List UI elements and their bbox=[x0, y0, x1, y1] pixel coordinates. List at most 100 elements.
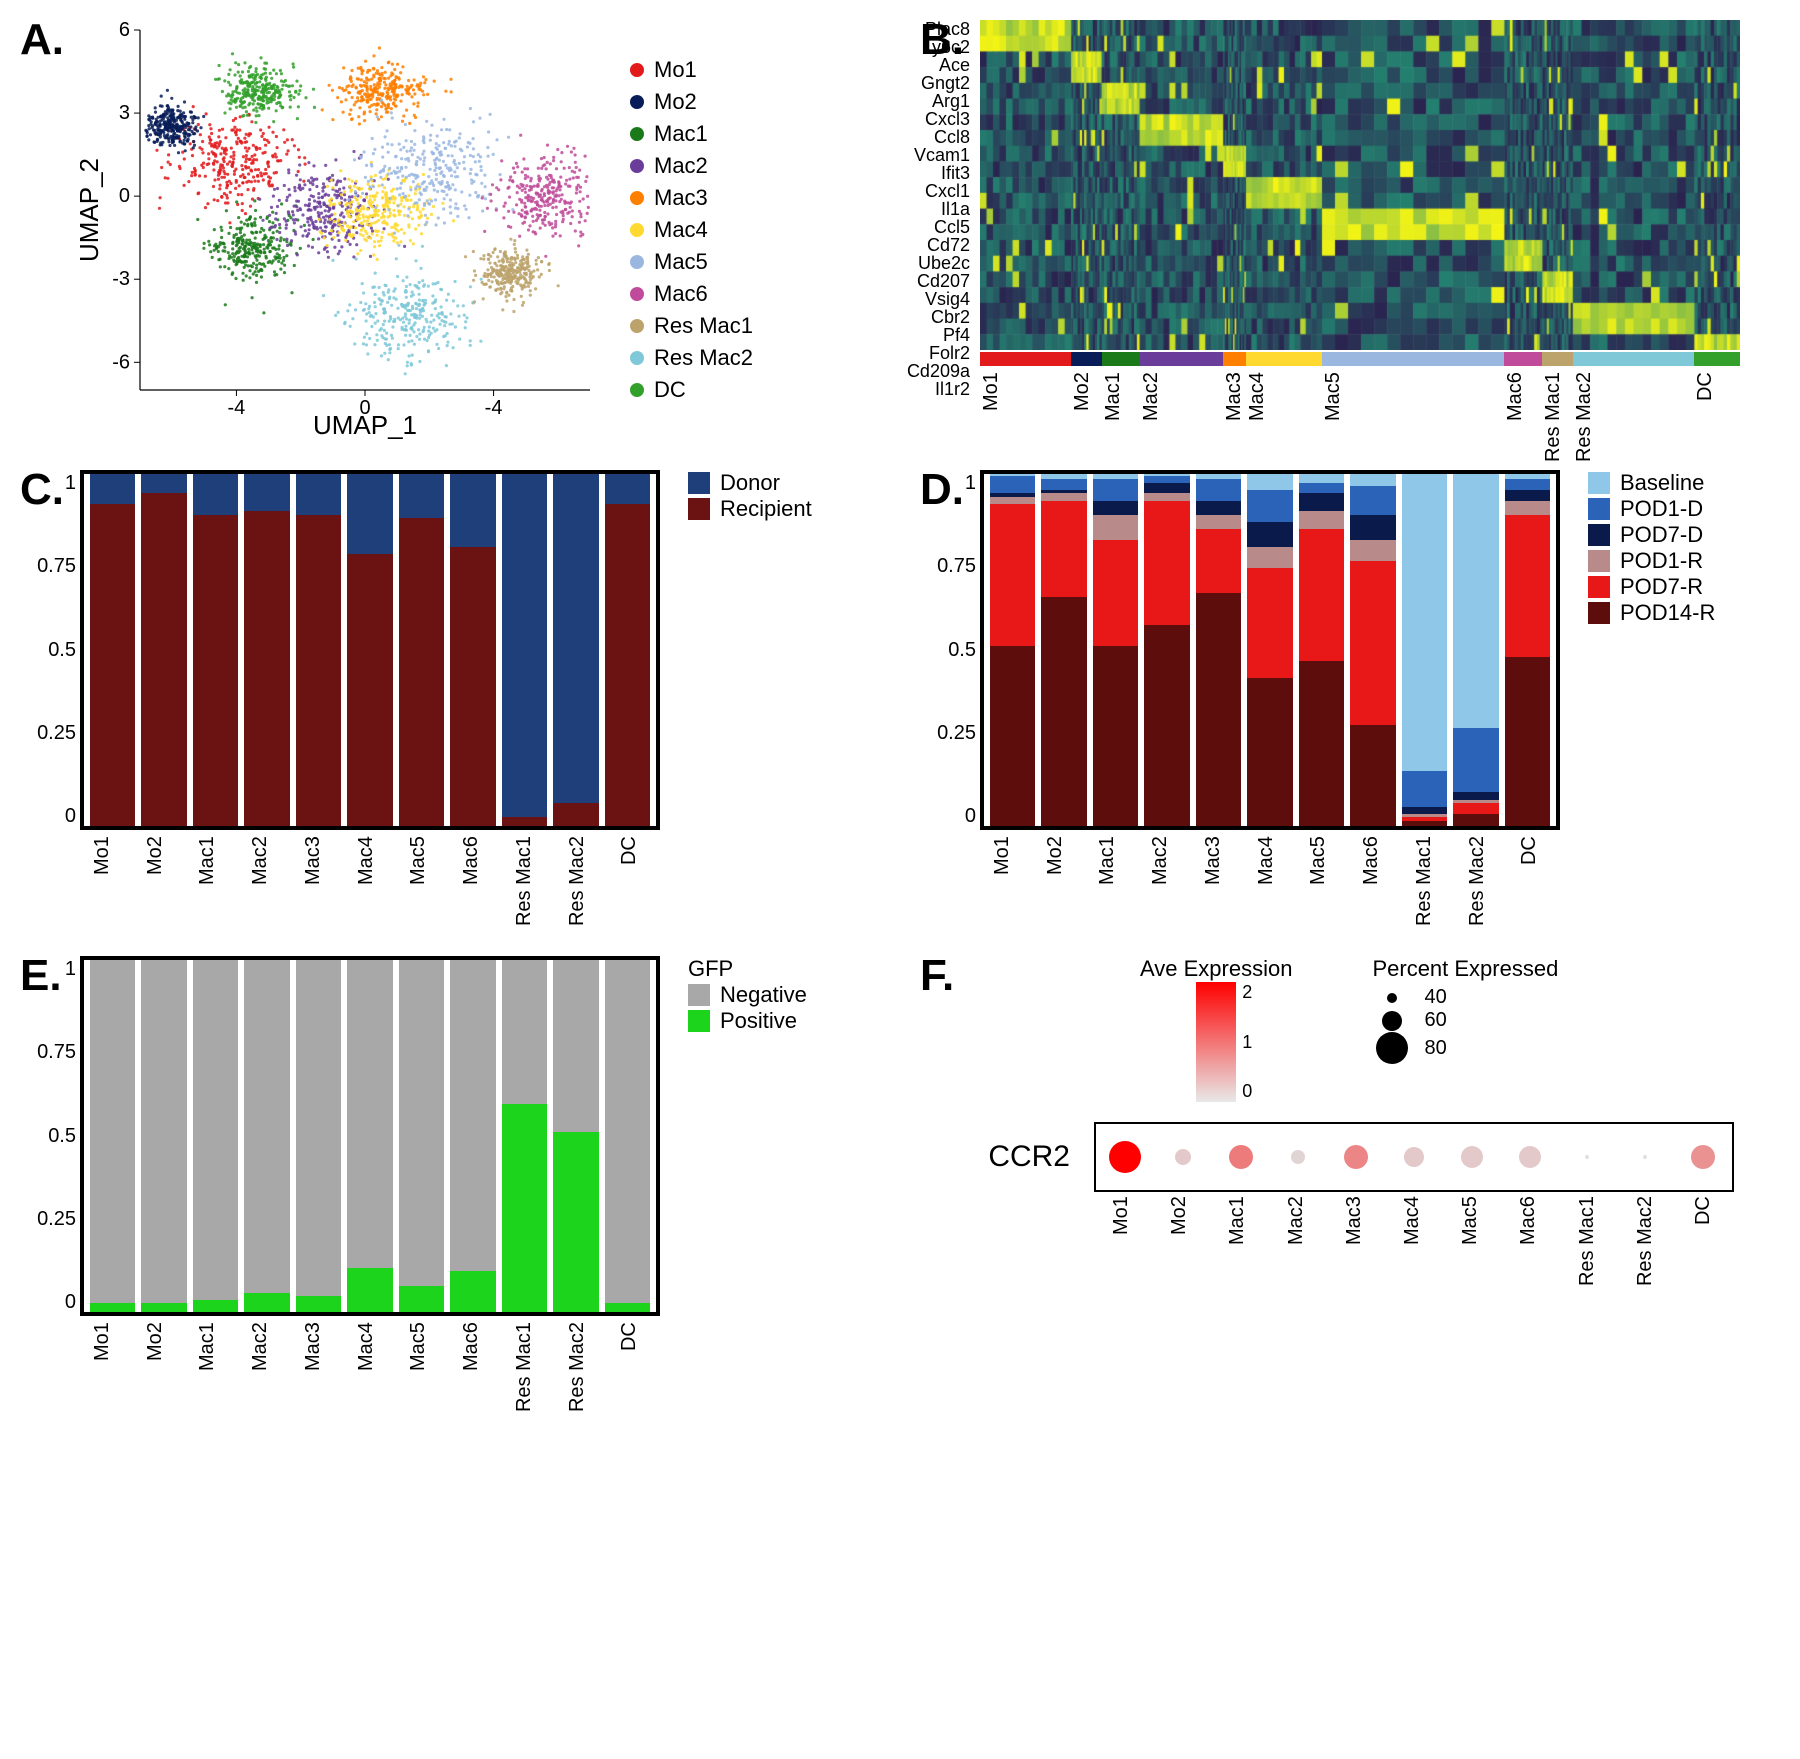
heatmap-x-label: Res Mac2 bbox=[1573, 372, 1695, 462]
bar-segment bbox=[193, 1300, 238, 1314]
dotplot-cell bbox=[1501, 1124, 1559, 1190]
dotplot-cell bbox=[1327, 1124, 1385, 1190]
heatmap-gene-label: Pf4 bbox=[850, 326, 970, 344]
bar-segment bbox=[296, 515, 341, 828]
bar-segment bbox=[244, 1293, 289, 1314]
x-label: Mac2 bbox=[249, 836, 299, 926]
bar-column bbox=[399, 958, 444, 1314]
x-label: Mo2 bbox=[144, 1322, 194, 1412]
bar-segment bbox=[1453, 814, 1498, 828]
legend-item: Res Mac2 bbox=[630, 345, 753, 371]
bar-segment bbox=[90, 1303, 135, 1314]
x-label: Mac1 bbox=[1096, 836, 1146, 926]
dotplot-x-label: Mo2 bbox=[1168, 1196, 1226, 1286]
panel-c: C. 10.750.50.250 Mo1Mo2Mac1Mac2Mac3Mac4M… bbox=[20, 470, 880, 926]
x-label: Mac3 bbox=[1202, 836, 1252, 926]
bar-segment bbox=[1350, 515, 1395, 540]
bar-segment bbox=[450, 472, 495, 547]
dotplot-dot bbox=[1585, 1155, 1589, 1159]
bar-column bbox=[553, 472, 598, 828]
heatmap-col-colorbar-seg bbox=[1140, 352, 1224, 366]
bar-segment bbox=[990, 646, 1035, 828]
bar-segment bbox=[605, 472, 650, 504]
heatmap-col-colorbar-seg bbox=[1223, 352, 1246, 366]
heatmap-gene-label: Cd209a bbox=[850, 362, 970, 380]
x-label: Mac1 bbox=[196, 836, 246, 926]
bar-segment bbox=[90, 958, 135, 1303]
panel-a: A. -6-3036-40-4UMAP_1UMAP_2 Mo1Mo2Mac1Ma… bbox=[20, 20, 880, 440]
bar-segment bbox=[1041, 493, 1086, 500]
bar-segment bbox=[90, 472, 135, 504]
bar-segment bbox=[1041, 501, 1086, 597]
legend-item: Mac1 bbox=[630, 121, 753, 147]
x-label: Mac5 bbox=[407, 836, 457, 926]
heatmap-gene-label: Ube2c bbox=[850, 254, 970, 272]
bar-segment bbox=[1350, 486, 1395, 514]
dotplot-x-label: Mac3 bbox=[1343, 1196, 1401, 1286]
bar-column bbox=[450, 472, 495, 828]
bar-segment bbox=[1144, 625, 1189, 828]
bar-segment bbox=[605, 1303, 650, 1314]
heatmap-x-label: Mac5 bbox=[1322, 372, 1504, 462]
x-label: Mac3 bbox=[302, 836, 352, 926]
heatmap-gene-label: Il1a bbox=[850, 200, 970, 218]
bar-segment bbox=[1093, 646, 1138, 828]
percent-expressed-legend: Percent Expressed 406080 bbox=[1372, 956, 1558, 1102]
panel-f: F. Ave Expression 210 Percent Expressed … bbox=[920, 956, 1780, 1412]
bar-segment bbox=[141, 1303, 186, 1314]
heatmap-x-label: DC bbox=[1694, 372, 1740, 462]
heatmap-x-label: Mac1 bbox=[1102, 372, 1140, 462]
dotplot-x-label: Res Mac1 bbox=[1576, 1196, 1634, 1286]
legend-item: Donor bbox=[688, 470, 812, 496]
expression-gradient-legend: Ave Expression 210 bbox=[1140, 956, 1292, 1102]
dotplot-x-label: Mo1 bbox=[1110, 1196, 1168, 1286]
heatmap-col-colorbar-seg bbox=[980, 352, 1071, 366]
legend-item: Positive bbox=[688, 1008, 807, 1034]
bar-segment bbox=[553, 1132, 598, 1314]
bar-column bbox=[141, 958, 186, 1314]
bar-column bbox=[1247, 472, 1292, 828]
heatmap-gene-label: Il1r2 bbox=[850, 380, 970, 398]
bar-column bbox=[296, 958, 341, 1314]
heatmap-col-colorbar-seg bbox=[1322, 352, 1504, 366]
legend-item: POD1-D bbox=[1588, 496, 1715, 522]
bar-segment bbox=[1196, 472, 1241, 479]
x-label: Res Mac1 bbox=[513, 836, 563, 926]
bar-segment bbox=[399, 518, 444, 828]
bar-segment bbox=[296, 472, 341, 515]
x-label: Mo1 bbox=[91, 1322, 141, 1412]
bar-segment bbox=[1093, 540, 1138, 647]
bar-column bbox=[1041, 472, 1086, 828]
svg-text:UMAP_2: UMAP_2 bbox=[80, 158, 104, 262]
bar-segment bbox=[1505, 490, 1550, 501]
bar-segment bbox=[1453, 472, 1498, 728]
dotplot-x-label: Mac2 bbox=[1285, 1196, 1343, 1286]
bar-segment bbox=[990, 476, 1035, 494]
bar-column bbox=[193, 472, 238, 828]
bar-segment bbox=[1299, 493, 1344, 511]
heatmap-x-label: Mac6 bbox=[1504, 372, 1542, 462]
bar-column bbox=[605, 472, 650, 828]
heatmap-col-colorbar-seg bbox=[1246, 352, 1322, 366]
panel-f-label: F. bbox=[920, 951, 954, 1001]
bar-segment bbox=[296, 1296, 341, 1314]
bar-segment bbox=[296, 958, 341, 1296]
dotplot-cell bbox=[1269, 1124, 1327, 1190]
x-label: DC bbox=[618, 1322, 668, 1412]
svg-text:-6: -6 bbox=[112, 351, 130, 373]
bar-segment bbox=[990, 497, 1035, 504]
x-label: Mac6 bbox=[1360, 836, 1410, 926]
heatmap-gene-label: Cxcl3 bbox=[850, 110, 970, 128]
dotplot-x-label: Mac6 bbox=[1517, 1196, 1575, 1286]
bar-segment bbox=[990, 504, 1035, 646]
bar-segment bbox=[1247, 568, 1292, 678]
heatmap-gene-label: Cxcl1 bbox=[850, 182, 970, 200]
x-label: Res Mac2 bbox=[1466, 836, 1516, 926]
legend-item: POD7-D bbox=[1588, 522, 1715, 548]
dotplot-cell bbox=[1154, 1124, 1212, 1190]
bar-column bbox=[193, 958, 238, 1314]
dotplot-dot bbox=[1109, 1141, 1142, 1174]
heatmap-gene-label: Vsig4 bbox=[850, 290, 970, 308]
bar-segment bbox=[1402, 771, 1447, 807]
bar-segment bbox=[399, 1286, 444, 1314]
